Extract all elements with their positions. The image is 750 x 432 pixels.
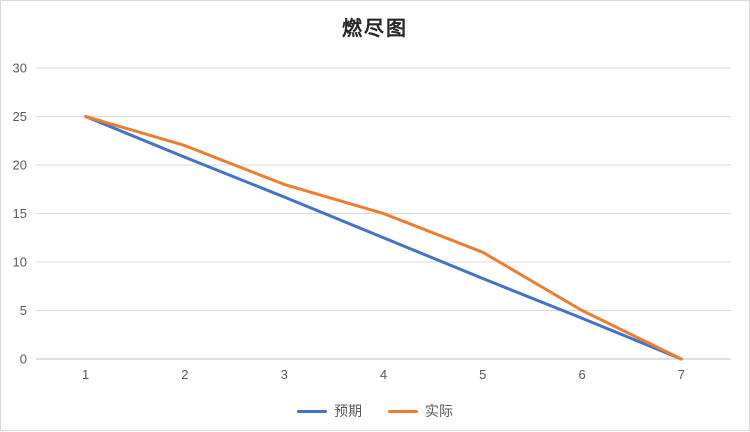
chart-title: 燃尽图 bbox=[342, 18, 408, 40]
legend-item-expected: 预期 bbox=[297, 401, 362, 421]
x-tick-label: 4 bbox=[380, 367, 387, 382]
x-tick-label: 6 bbox=[578, 367, 585, 382]
y-tick-label: 15 bbox=[13, 206, 27, 221]
y-tick-label: 25 bbox=[13, 109, 27, 124]
legend: 预期 实际 bbox=[1, 401, 749, 421]
actual-line-marker-icon bbox=[388, 409, 418, 413]
series-line-1 bbox=[84, 115, 683, 361]
y-tick-label: 30 bbox=[13, 61, 27, 76]
y-tick-label: 0 bbox=[20, 352, 27, 367]
x-tick-label: 1 bbox=[82, 367, 89, 382]
legend-label-actual: 实际 bbox=[425, 403, 453, 419]
series-line-0 bbox=[84, 115, 683, 361]
x-tick-label: 3 bbox=[281, 367, 288, 382]
y-tick-label: 20 bbox=[13, 158, 27, 173]
legend-label-expected: 预期 bbox=[334, 403, 362, 419]
legend-item-actual: 实际 bbox=[388, 401, 453, 421]
y-tick-label: 5 bbox=[20, 303, 27, 318]
x-tick-label: 7 bbox=[678, 367, 685, 382]
x-tick-label: 5 bbox=[479, 367, 486, 382]
y-tick-label: 10 bbox=[13, 255, 27, 270]
x-tick-label: 2 bbox=[181, 367, 188, 382]
expected-line-marker-icon bbox=[297, 409, 327, 413]
